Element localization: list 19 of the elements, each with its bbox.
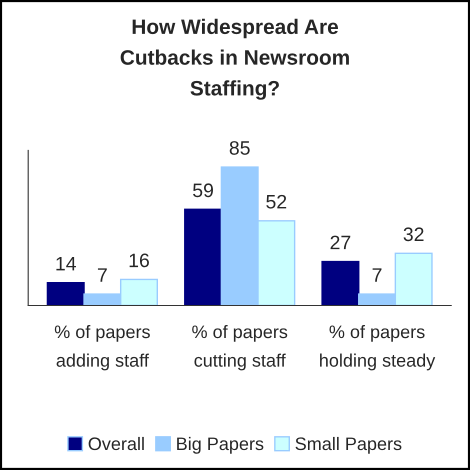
data-label: 32 bbox=[404, 227, 424, 242]
chart-title: How Widespread Are Cutbacks in Newsroom Staffing? bbox=[120, 18, 349, 100]
x-tick-label: % of papers holding steady bbox=[320, 324, 436, 370]
data-label: 85 bbox=[230, 141, 250, 155]
legend-label: Big Papers bbox=[177, 436, 264, 454]
data-label: 7 bbox=[372, 268, 382, 282]
legend-label: Small Papers bbox=[296, 436, 402, 454]
data-label: 7 bbox=[98, 268, 107, 282]
bar bbox=[184, 208, 222, 306]
data-label: 52 bbox=[266, 194, 286, 209]
legend-label: Overall bbox=[88, 436, 144, 450]
bar bbox=[321, 260, 360, 306]
data-label: 27 bbox=[330, 236, 350, 250]
data-label: 14 bbox=[56, 256, 76, 270]
data-label: 16 bbox=[130, 253, 149, 268]
x-tick-label: % of papers adding staff bbox=[54, 324, 150, 370]
data-label: 59 bbox=[193, 183, 213, 198]
bar bbox=[46, 282, 85, 306]
x-tick-label: % of papers cutting staff bbox=[192, 324, 288, 370]
